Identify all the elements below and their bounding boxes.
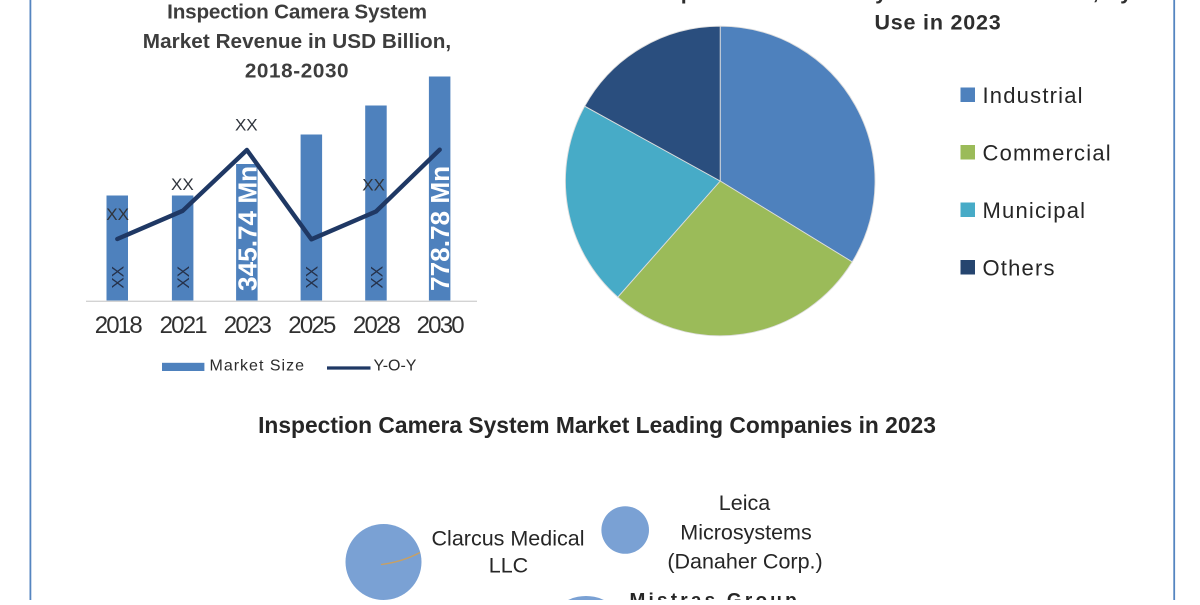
svg-text:Microsystems: Microsystems — [680, 521, 811, 545]
svg-text:Inspection Camera System Marke: Inspection Camera System Market Leading … — [258, 412, 936, 438]
svg-text:Market Revenue in USD Billion,: Market Revenue in USD Billion, — [143, 30, 451, 53]
svg-text:XX: XX — [174, 266, 193, 289]
svg-text:2023: 2023 — [224, 312, 272, 339]
svg-text:XX: XX — [106, 205, 129, 224]
svg-text:(Danaher Corp.): (Danaher Corp.) — [667, 550, 822, 574]
svg-text:2021: 2021 — [160, 312, 208, 339]
svg-text:XX: XX — [109, 266, 128, 289]
svg-text:XX: XX — [235, 115, 258, 134]
svg-text:XX: XX — [303, 266, 322, 289]
svg-text:LLC: LLC — [489, 554, 528, 578]
svg-text:XX: XX — [367, 266, 386, 289]
svg-text:Inspection Camera System Marke: Inspection Camera System Market Share, b… — [647, 0, 1182, 4]
svg-text:Industrial: Industrial — [983, 83, 1084, 108]
svg-text:XX: XX — [171, 175, 194, 194]
svg-text:2018: 2018 — [95, 312, 143, 339]
svg-text:Others: Others — [983, 256, 1056, 281]
svg-text:Leica: Leica — [719, 491, 770, 515]
svg-text:2025: 2025 — [288, 312, 336, 339]
svg-text:778.78 Mn: 778.78 Mn — [425, 166, 455, 291]
svg-text:Clarcus Medical: Clarcus Medical — [432, 527, 585, 551]
svg-text:XX: XX — [362, 175, 385, 194]
svg-text:Commercial: Commercial — [983, 141, 1112, 166]
svg-text:Municipal: Municipal — [983, 198, 1087, 223]
svg-text:2018-2030: 2018-2030 — [245, 59, 349, 82]
svg-text:Y-O-Y: Y-O-Y — [374, 358, 417, 375]
svg-text:Market Size: Market Size — [210, 358, 305, 375]
svg-text:Inspection Camera System: Inspection Camera System — [167, 0, 427, 23]
svg-text:2028: 2028 — [353, 312, 401, 339]
svg-text:Use in 2023: Use in 2023 — [874, 11, 1001, 35]
svg-text:2030: 2030 — [417, 312, 465, 339]
svg-text:Mistras Group: Mistras Group — [630, 590, 800, 600]
svg-text:345.74 Mn: 345.74 Mn — [232, 166, 262, 291]
